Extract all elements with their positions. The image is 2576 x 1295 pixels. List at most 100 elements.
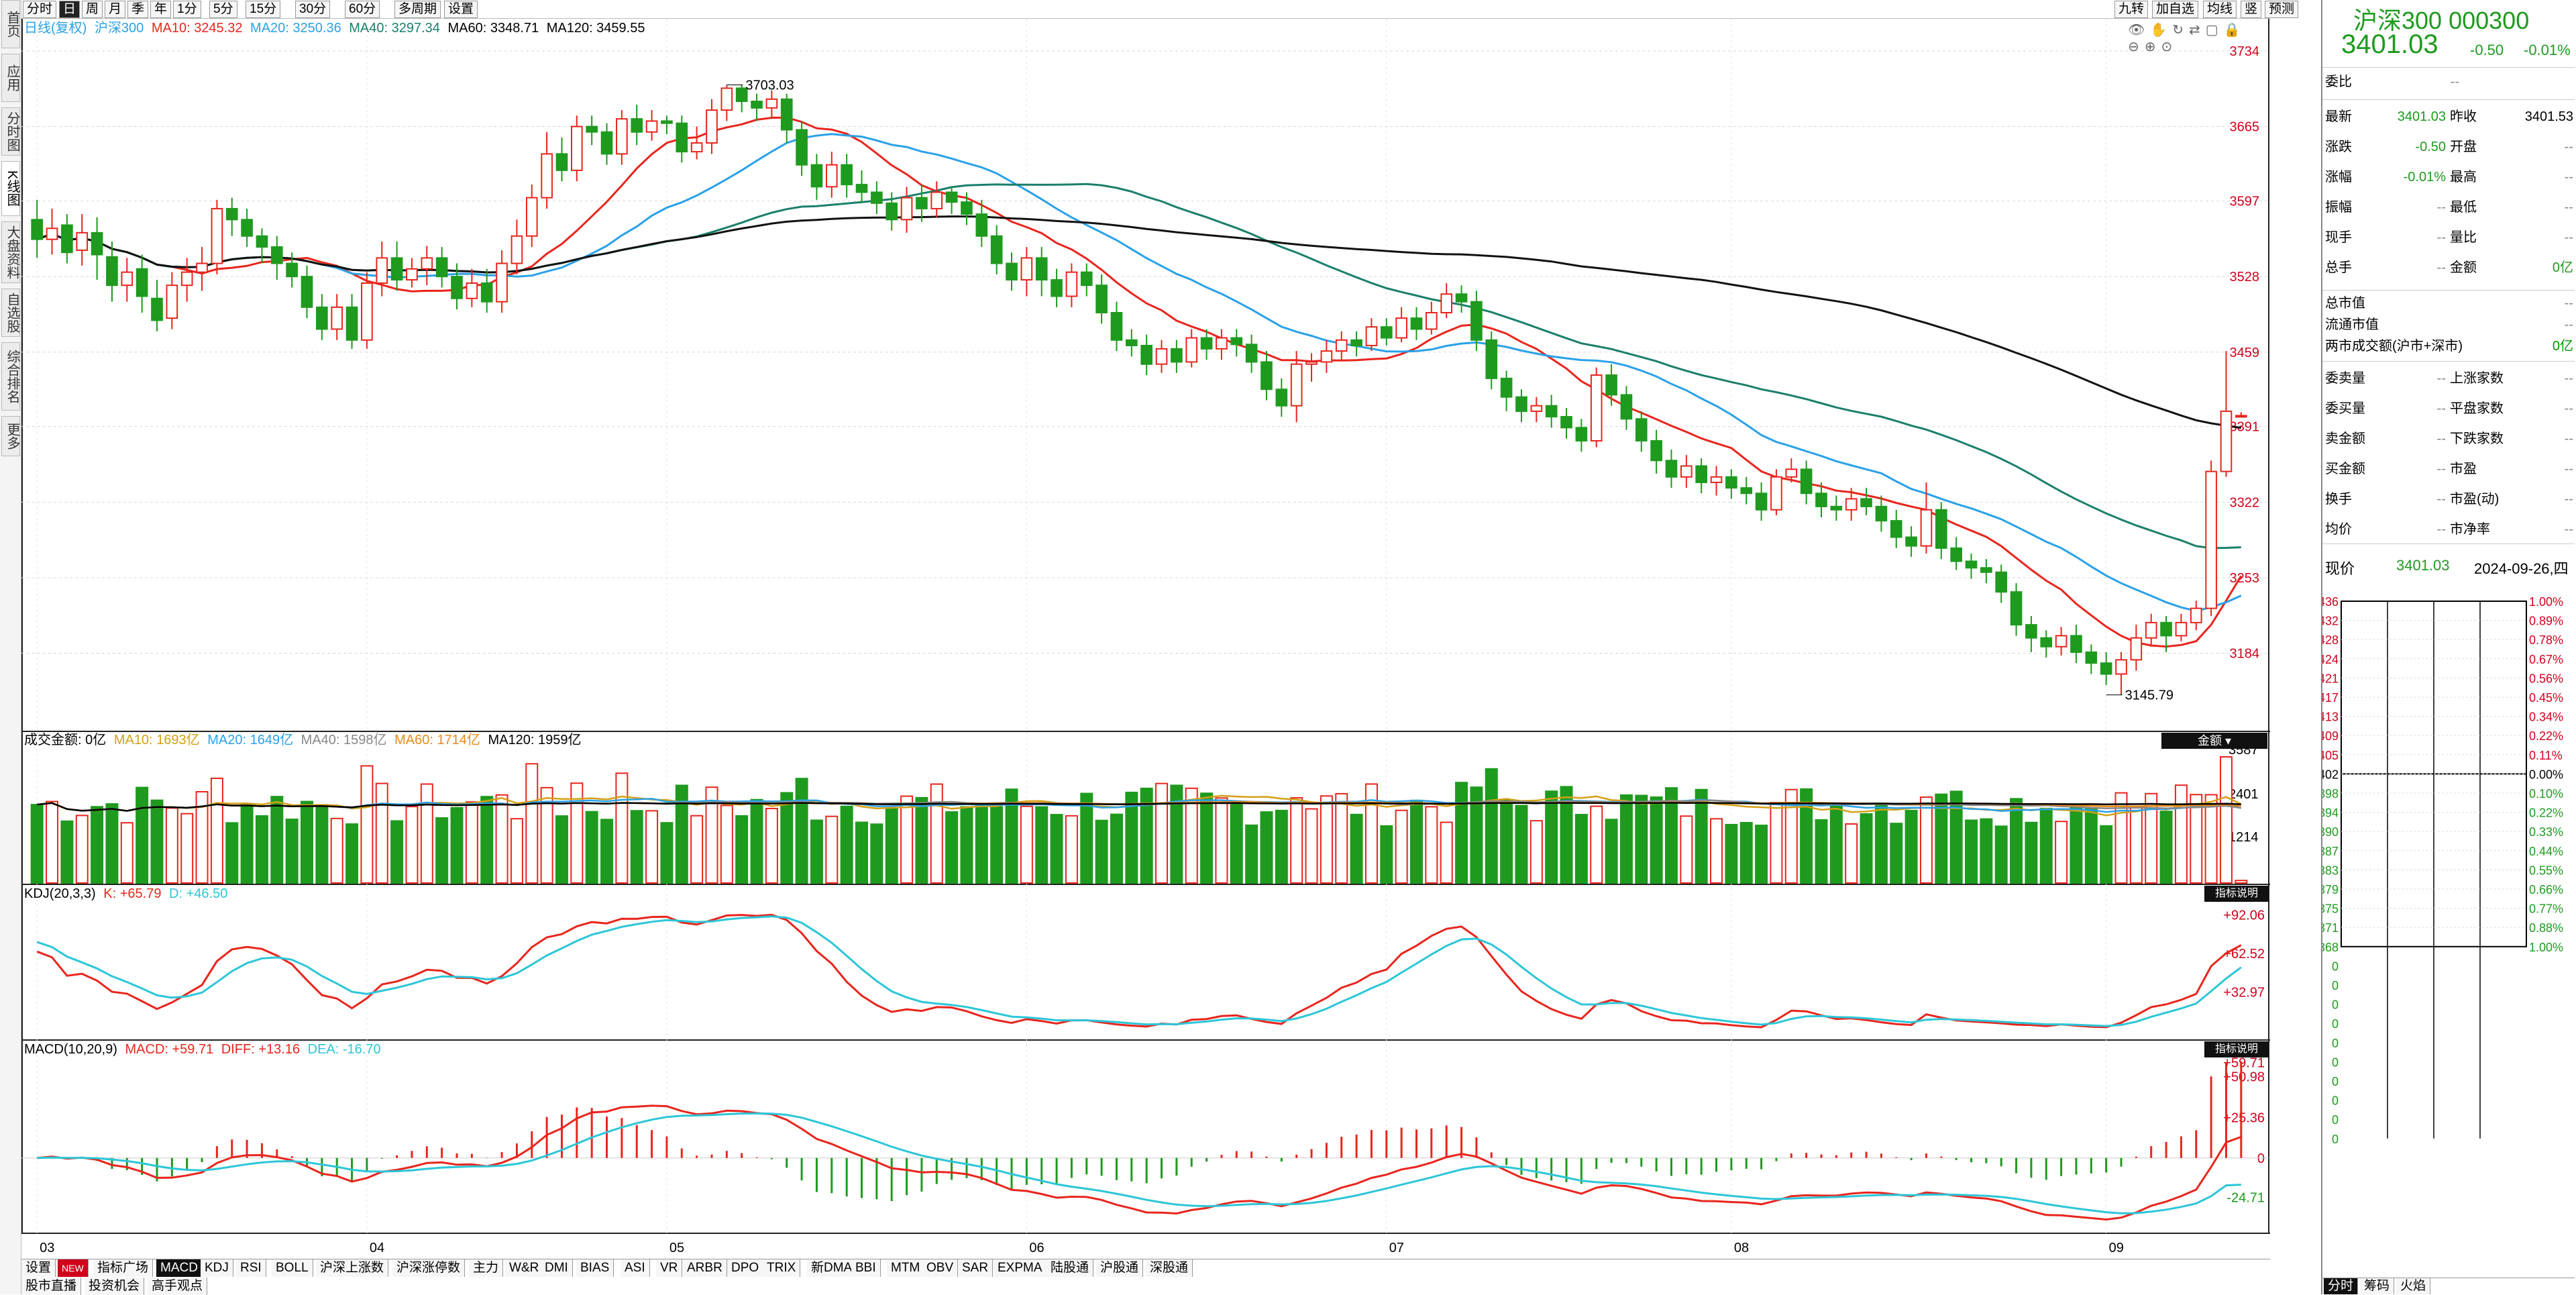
candle[interactable] bbox=[61, 214, 73, 264]
candle[interactable] bbox=[1815, 482, 1827, 518]
candle[interactable] bbox=[1051, 268, 1063, 307]
period-11[interactable]: 多周期 bbox=[394, 1, 441, 18]
quote-tab-2[interactable]: 火焰 bbox=[2396, 1278, 2431, 1294]
indicator-tab-22[interactable]: SAR bbox=[958, 1259, 994, 1277]
candle[interactable] bbox=[1620, 386, 1633, 430]
candle[interactable] bbox=[1470, 291, 1483, 352]
candle[interactable] bbox=[1845, 488, 1858, 521]
candle[interactable] bbox=[2130, 625, 2143, 671]
candle[interactable] bbox=[2100, 652, 2112, 685]
candle[interactable] bbox=[1905, 526, 1917, 557]
candle[interactable] bbox=[1575, 419, 1588, 452]
quote-tab-1[interactable]: 筹码 bbox=[2360, 1278, 2395, 1294]
candle[interactable] bbox=[76, 214, 89, 266]
candle[interactable] bbox=[2055, 627, 2068, 656]
candle[interactable] bbox=[1426, 301, 1438, 335]
candle[interactable] bbox=[1605, 364, 1617, 406]
period-1[interactable]: 日 bbox=[59, 1, 80, 18]
candle[interactable] bbox=[1635, 411, 1648, 452]
candle[interactable] bbox=[1126, 329, 1138, 357]
indicator-tab-6[interactable]: BOLL bbox=[272, 1259, 313, 1277]
candle[interactable] bbox=[1665, 450, 1678, 488]
indicator-tab-5[interactable]: RSI bbox=[236, 1259, 266, 1277]
sidebar-item-0[interactable]: 首页 bbox=[1, 0, 20, 48]
period-6[interactable]: 1分 bbox=[173, 1, 201, 18]
candle[interactable] bbox=[571, 115, 583, 182]
candle[interactable] bbox=[106, 241, 118, 302]
candle[interactable] bbox=[1245, 334, 1258, 373]
period-10[interactable]: 60分 bbox=[345, 1, 380, 18]
period-7[interactable]: 5分 bbox=[209, 1, 237, 18]
candle[interactable] bbox=[1140, 334, 1152, 376]
candle[interactable] bbox=[1725, 469, 1737, 499]
candle[interactable] bbox=[316, 294, 328, 340]
candle[interactable] bbox=[2115, 652, 2127, 695]
candle[interactable] bbox=[1440, 282, 1453, 319]
candle[interactable] bbox=[1260, 351, 1273, 401]
feature-tab-1[interactable]: 投资机会 bbox=[85, 1278, 145, 1295]
candle[interactable] bbox=[270, 236, 283, 280]
candle[interactable] bbox=[345, 294, 358, 349]
candle[interactable] bbox=[1065, 263, 1078, 307]
indicator-tab-1[interactable]: NEW bbox=[58, 1259, 89, 1277]
candle[interactable] bbox=[1185, 329, 1198, 368]
candle[interactable] bbox=[1650, 429, 1662, 474]
candle[interactable] bbox=[961, 192, 973, 225]
candle[interactable] bbox=[1410, 307, 1423, 340]
indicator-tab-16[interactable]: DPO bbox=[727, 1259, 764, 1277]
kline-chart[interactable]: 3734 3665 3597 3528 3459 3391 3322 3253 3184 03 04… bbox=[21, 19, 2270, 1259]
quote-tab-0[interactable]: 分时 bbox=[2324, 1278, 2359, 1294]
candle[interactable] bbox=[1485, 331, 1498, 390]
candle[interactable] bbox=[406, 258, 418, 288]
candle[interactable] bbox=[2010, 583, 2023, 636]
candle[interactable] bbox=[1455, 285, 1468, 313]
indicator-tab-13[interactable]: ASI bbox=[621, 1259, 650, 1277]
candle[interactable] bbox=[676, 115, 688, 163]
candle[interactable] bbox=[1110, 301, 1123, 352]
indicator-tab-20[interactable]: MTM bbox=[887, 1259, 925, 1277]
candle[interactable] bbox=[1770, 469, 1782, 515]
candle[interactable] bbox=[555, 137, 568, 182]
candle[interactable] bbox=[586, 115, 598, 146]
indicator-tab-19[interactable]: BBI bbox=[851, 1259, 881, 1277]
sidebar-item-7[interactable]: 更多 bbox=[1, 416, 20, 456]
candle[interactable] bbox=[541, 132, 553, 209]
indicator-tab-18[interactable]: 新DMA bbox=[807, 1259, 857, 1277]
sidebar-item-4[interactable]: 大盘资料 bbox=[1, 221, 20, 283]
candle[interactable] bbox=[241, 208, 253, 248]
feature-tab-2[interactable]: 高手观点 bbox=[148, 1278, 208, 1295]
candle[interactable] bbox=[151, 280, 163, 331]
candle[interactable] bbox=[1560, 407, 1572, 439]
indicator-tab-11[interactable]: DMI bbox=[541, 1259, 573, 1277]
candle[interactable] bbox=[421, 246, 433, 286]
candle[interactable] bbox=[930, 181, 943, 218]
candle[interactable] bbox=[1006, 252, 1018, 291]
candle[interactable] bbox=[1216, 329, 1228, 360]
candle[interactable] bbox=[796, 121, 808, 176]
indicator-tab-4[interactable]: KDJ bbox=[201, 1259, 233, 1277]
candle[interactable] bbox=[1785, 458, 1798, 482]
indicator-tab-2[interactable]: 指标广场 bbox=[93, 1259, 154, 1277]
candle[interactable] bbox=[525, 185, 538, 248]
volume-amount-badge[interactable]: 金额 ▾ bbox=[2161, 733, 2267, 749]
candle[interactable] bbox=[2040, 630, 2053, 658]
candle[interactable] bbox=[466, 268, 478, 307]
candle[interactable] bbox=[1935, 502, 1947, 560]
candle[interactable] bbox=[1890, 509, 1902, 548]
toolbar-right-0[interactable]: 九转 bbox=[2114, 1, 2149, 18]
candle[interactable] bbox=[1365, 318, 1378, 352]
candle[interactable] bbox=[1695, 458, 1707, 494]
candle[interactable] bbox=[825, 152, 838, 198]
candle[interactable] bbox=[211, 199, 223, 274]
candle[interactable] bbox=[2085, 644, 2098, 674]
candle[interactable] bbox=[600, 123, 613, 165]
feature-tab-0[interactable]: 股市直播 bbox=[21, 1278, 82, 1295]
candle[interactable] bbox=[975, 199, 988, 248]
candle[interactable] bbox=[376, 241, 388, 297]
candle[interactable] bbox=[331, 294, 343, 340]
candle[interactable] bbox=[2145, 613, 2157, 647]
candle[interactable] bbox=[1530, 397, 1543, 423]
candle[interactable] bbox=[511, 219, 523, 274]
sidebar-item-5[interactable]: 自选股 bbox=[1, 289, 20, 337]
